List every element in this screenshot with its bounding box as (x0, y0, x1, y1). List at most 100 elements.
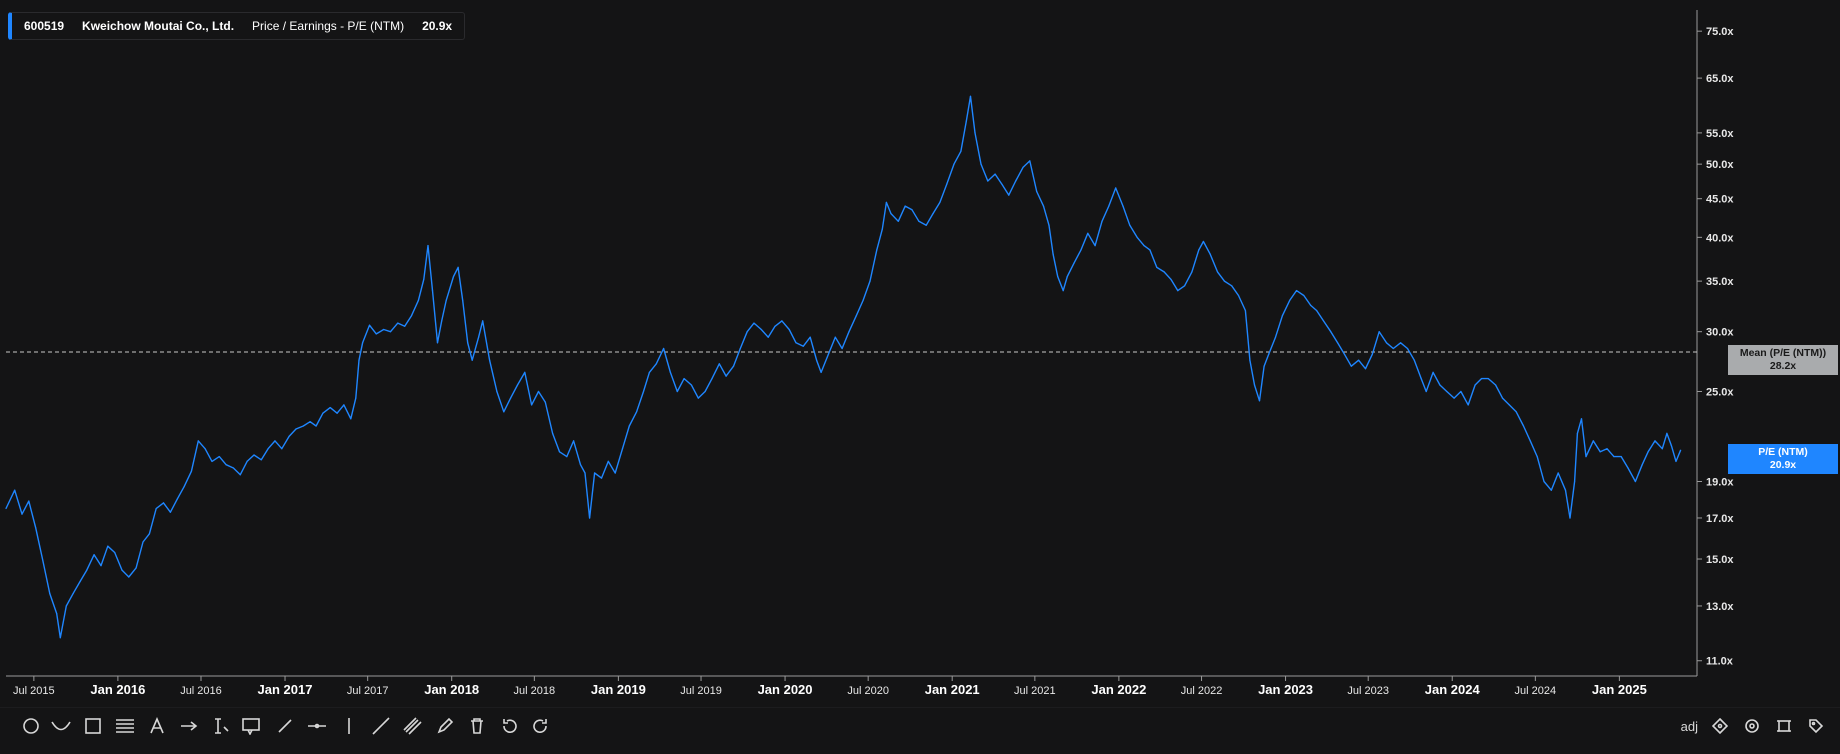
data-point (669, 371, 672, 373)
data-point (1543, 480, 1545, 483)
data-point (1564, 489, 1567, 491)
data-point (939, 201, 941, 203)
data-point (302, 425, 304, 427)
x-tick-label: Jan 2022 (1091, 682, 1146, 697)
tag-icon[interactable] (1806, 716, 1826, 736)
data-point (855, 315, 857, 317)
data-point (760, 328, 762, 331)
data-point (918, 220, 920, 222)
data-point (862, 299, 864, 301)
adjusted-toggle[interactable]: adj (1680, 718, 1698, 734)
data-point (1550, 489, 1552, 491)
channel-tool-icon[interactable] (402, 716, 424, 736)
data-point (65, 605, 67, 607)
data-point (1216, 271, 1219, 273)
data-point (1263, 365, 1265, 367)
data-point (802, 345, 804, 347)
data-point (1223, 280, 1225, 282)
data-point (1080, 249, 1082, 251)
data-point (1295, 290, 1298, 292)
data-point (114, 551, 116, 554)
price-label-tool-icon[interactable] (210, 716, 232, 736)
arc-tool-icon[interactable] (50, 716, 72, 736)
data-point (1094, 245, 1096, 247)
data-point (496, 390, 498, 393)
data-point (288, 435, 290, 437)
data-point (1191, 271, 1193, 273)
data-point (427, 245, 429, 247)
data-point (531, 404, 533, 406)
data-point (1170, 278, 1172, 280)
data-point (35, 527, 37, 529)
data-point (1136, 236, 1138, 238)
data-point (1129, 224, 1131, 226)
data-point (1258, 400, 1261, 402)
data-point (1322, 320, 1325, 322)
current-tag-label: P/E (NTM) (1758, 446, 1808, 458)
data-point (897, 220, 899, 222)
data-point (225, 464, 227, 466)
data-point (1156, 266, 1158, 268)
price-note-tool-icon[interactable] (240, 716, 262, 736)
chart-legend[interactable]: 600519 Kweichow Moutai Co., Ltd. Price /… (8, 12, 466, 40)
data-point (1036, 190, 1038, 193)
text-tool-icon[interactable] (146, 716, 168, 736)
magnet-icon[interactable] (1742, 716, 1762, 736)
data-point (1042, 205, 1045, 207)
arrow-tool-icon[interactable] (178, 716, 200, 736)
data-point (718, 363, 720, 365)
data-point (890, 213, 892, 215)
data-point (1143, 245, 1145, 247)
data-point (267, 448, 269, 450)
data-point (21, 513, 23, 515)
pe-chart[interactable]: 11.0x 13.0x 15.0x 17.0x 19.0x 25.0x 30.0x 35.0x… (0, 0, 1840, 707)
trend-line-tool-icon[interactable] (274, 716, 296, 736)
x-tick-label: Jul 2021 (1014, 685, 1056, 697)
pencil-tool-icon[interactable] (434, 716, 456, 736)
data-point (1569, 517, 1571, 519)
rectangle-tool-icon[interactable] (82, 716, 104, 736)
crosshair-icon[interactable] (1710, 716, 1730, 736)
data-point (767, 336, 769, 338)
data-point (431, 290, 434, 292)
data-point (1057, 275, 1059, 278)
data-point (162, 502, 165, 504)
data-point (1413, 359, 1415, 361)
data-point (1202, 240, 1204, 243)
data-point (774, 325, 776, 327)
trash-icon[interactable] (466, 716, 488, 736)
data-point (994, 173, 996, 175)
data-point (690, 384, 693, 386)
data-point (355, 397, 357, 399)
data-point (1310, 304, 1312, 306)
data-point (1231, 285, 1233, 287)
circle-tool-icon[interactable] (20, 716, 42, 736)
fibonacci-tool-icon[interactable] (114, 716, 136, 736)
y-tick-label: 45.0x (1706, 194, 1734, 206)
company-label: Kweichow Moutai Co., Ltd. (82, 19, 235, 33)
data-point (711, 378, 713, 380)
vertical-line-tool-icon[interactable] (338, 716, 360, 736)
data-point (544, 401, 546, 403)
data-point (732, 365, 735, 367)
data-point (383, 328, 385, 331)
data-point (1029, 160, 1031, 162)
horizontal-line-tool-icon[interactable] (306, 716, 328, 736)
data-point (1022, 166, 1024, 168)
data-point (142, 541, 144, 543)
data-point (28, 500, 30, 502)
data-point (1268, 353, 1270, 355)
undo-icon[interactable] (498, 716, 520, 736)
data-point (14, 489, 16, 491)
data-point (960, 150, 962, 152)
ray-tool-icon[interactable] (370, 716, 392, 736)
data-point (969, 95, 972, 97)
x-tick-label: Jul 2017 (347, 685, 389, 697)
data-point (358, 359, 360, 361)
data-point (885, 201, 888, 203)
data-point (503, 411, 505, 413)
fullscreen-icon[interactable] (1774, 716, 1794, 736)
data-point (253, 454, 255, 456)
data-point (1654, 440, 1656, 442)
redo-icon[interactable] (530, 716, 552, 736)
